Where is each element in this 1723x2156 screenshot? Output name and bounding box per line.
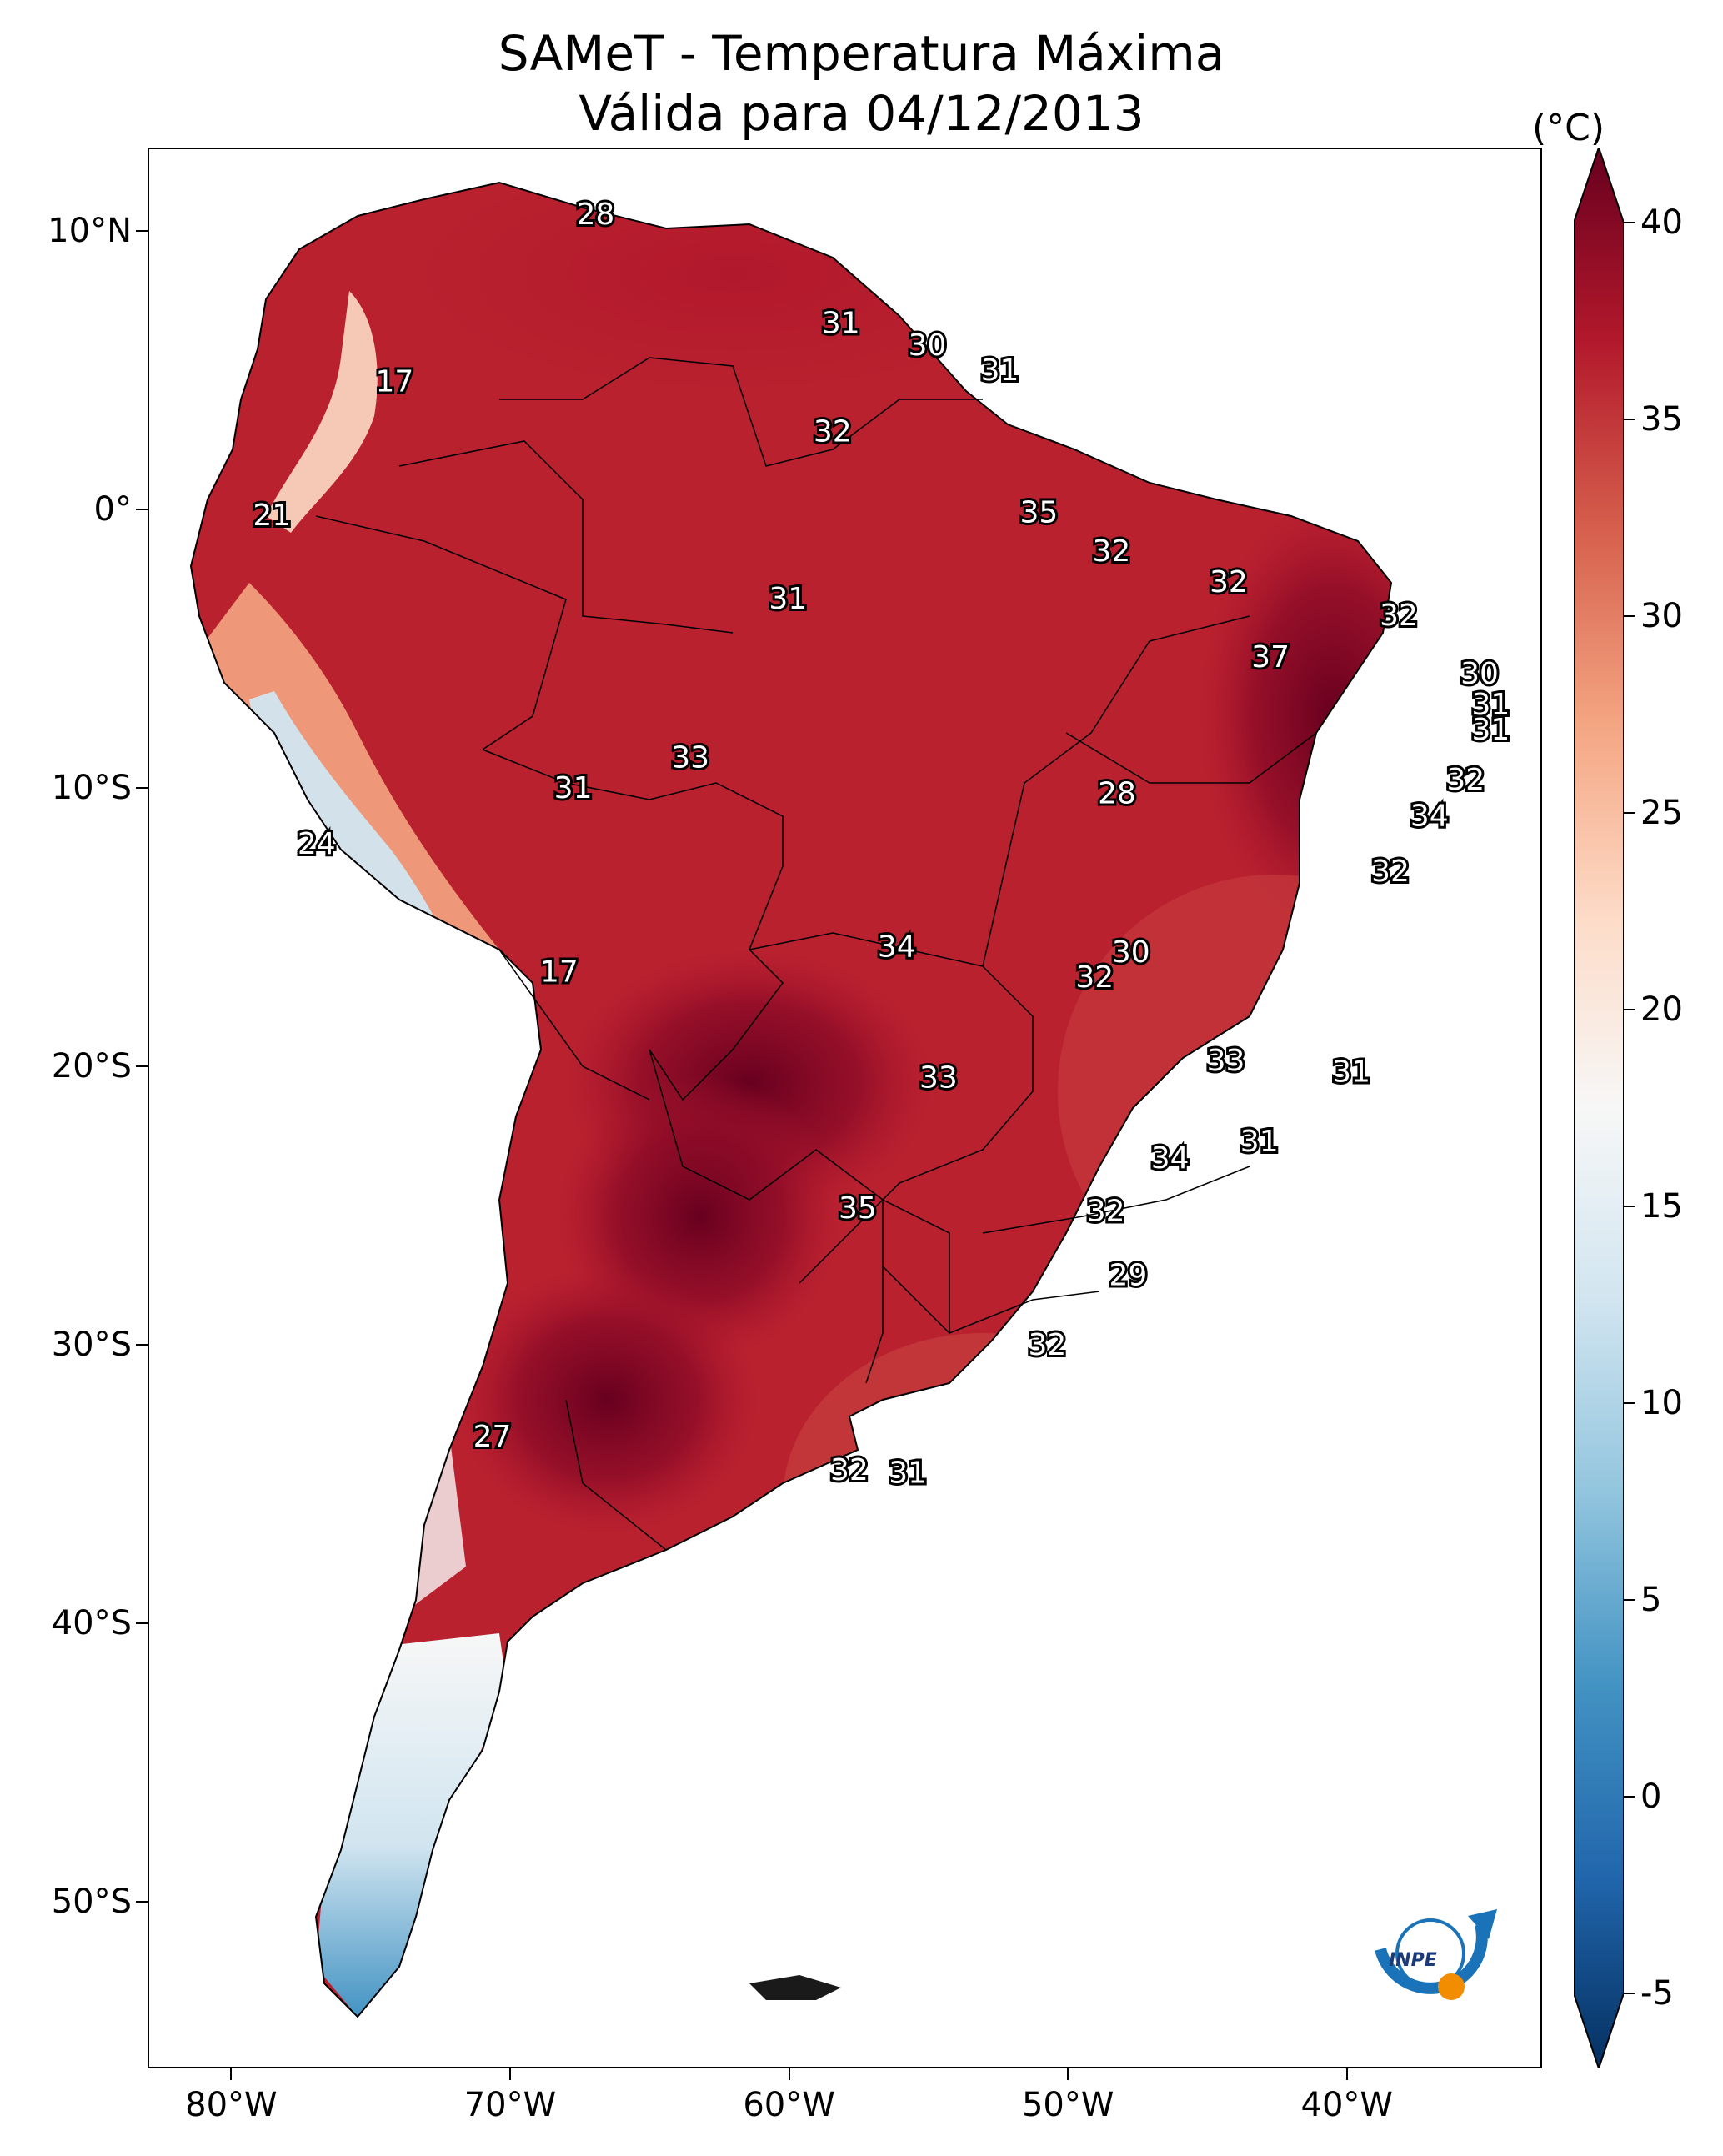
- colorbar-tick-label: 35: [1640, 400, 1683, 439]
- y-tick-mark: [136, 787, 148, 789]
- temperature-label: 32: [1446, 763, 1485, 797]
- colorbar-tick-mark: [1624, 812, 1635, 814]
- x-tick-label: 60°W: [743, 2086, 835, 2124]
- coastline: [189, 181, 1393, 2018]
- colorbar-tick-mark: [1624, 1993, 1635, 1994]
- temperature-label: 30: [909, 328, 947, 363]
- temperature-label: 33: [671, 740, 709, 775]
- temperature-label: 31: [1472, 688, 1510, 722]
- temperature-label: 33: [919, 1060, 958, 1095]
- y-tick-label: 40°S: [51, 1603, 132, 1642]
- temperature-label: 30: [1460, 657, 1499, 691]
- temperature-label: 32: [1210, 565, 1248, 599]
- colorbar-tick-label: 30: [1640, 597, 1683, 635]
- temperature-label: 32: [1075, 960, 1114, 995]
- y-tick-mark: [136, 1900, 148, 1903]
- y-tick-mark: [136, 1622, 148, 1624]
- temperature-label: 32: [1380, 599, 1418, 633]
- falkland-islands: [749, 1975, 841, 2000]
- y-tick-label: 30°S: [51, 1325, 132, 1364]
- temperature-label: 31: [554, 771, 593, 805]
- colorbar-tick-mark: [1624, 419, 1635, 420]
- temperature-label: 32: [1087, 1195, 1125, 1229]
- temperature-label: 31: [769, 582, 807, 616]
- logo-text: INPE: [1389, 1950, 1437, 1971]
- temperature-label: 31: [889, 1456, 927, 1490]
- colorbar-tick-label: 40: [1640, 203, 1683, 242]
- y-tick-label: 0°: [93, 490, 132, 529]
- temperature-label: 30: [1112, 935, 1150, 970]
- y-tick-mark: [136, 509, 148, 511]
- temperature-label: 35: [839, 1191, 877, 1226]
- colorbar-tick-mark: [1624, 1402, 1635, 1404]
- colorbar-tick-mark: [1624, 1599, 1635, 1601]
- map-title: SAMeT - Temperatura Máxima Válida para 0…: [498, 25, 1225, 142]
- temperature-label: 32: [830, 1453, 869, 1487]
- x-tick-mark: [1345, 2068, 1348, 2080]
- colorbar-tick-label: 15: [1640, 1187, 1683, 1226]
- y-tick-label: 20°S: [51, 1046, 132, 1086]
- x-tick-label: 70°W: [463, 2086, 557, 2124]
- temperature-label: 17: [376, 364, 414, 399]
- colorbar-tick-mark: [1624, 222, 1635, 223]
- y-tick-label: 10°S: [51, 769, 132, 807]
- temperature-label: 33: [1207, 1044, 1245, 1078]
- y-tick-label: 50°S: [51, 1882, 132, 1921]
- temperature-label: 31: [981, 353, 1019, 388]
- x-tick-mark: [508, 2068, 511, 2080]
- colorbar-tick-mark: [1624, 1009, 1635, 1010]
- temperature-label: 32: [1092, 534, 1130, 569]
- temperature-label: 31: [1472, 713, 1510, 747]
- y-tick-mark: [136, 1065, 148, 1067]
- x-tick-label: 40°W: [1300, 2086, 1393, 2124]
- colorbar-tick-label: 10: [1640, 1384, 1683, 1422]
- temperature-label: 31: [1240, 1125, 1279, 1159]
- colorbar-tick-label: 20: [1640, 990, 1683, 1029]
- temperature-label: 32: [814, 415, 852, 449]
- colorbar-ramp: [1574, 148, 1624, 2068]
- temperature-label: 34: [1151, 1141, 1190, 1176]
- y-tick-mark: [136, 230, 148, 233]
- temperature-label: 24: [298, 827, 336, 861]
- colorbar-tick-label: 25: [1640, 794, 1683, 832]
- temperature-label: 28: [576, 198, 614, 232]
- temperature-label: 28: [1098, 777, 1136, 811]
- temperature-label: 34: [1410, 799, 1449, 833]
- colorbar-tick-label: 5: [1640, 1581, 1662, 1619]
- colorbar-tick-label: -5: [1640, 1974, 1674, 2013]
- y-tick-label: 10°N: [48, 212, 132, 251]
- colorbar-tick-label: 0: [1640, 1777, 1662, 1816]
- temperature-label: 35: [1019, 495, 1058, 529]
- temperature-label: 32: [1371, 855, 1410, 889]
- temperature-label: 31: [1332, 1055, 1370, 1090]
- temperature-label: 27: [473, 1420, 512, 1454]
- temperature-label: 17: [540, 955, 579, 989]
- colorbar-tick-mark: [1624, 1206, 1635, 1207]
- x-tick-mark: [788, 2068, 790, 2080]
- colorbar-tick-mark: [1624, 1796, 1635, 1798]
- temperature-label: 37: [1251, 640, 1290, 674]
- x-tick-label: 80°W: [185, 2086, 278, 2124]
- country-borders: [315, 357, 1317, 1551]
- temperature-label: 21: [253, 499, 291, 533]
- temperature-label: 31: [822, 306, 860, 340]
- x-tick-label: 50°W: [1021, 2086, 1114, 2124]
- temperature-label: 29: [1109, 1258, 1148, 1292]
- temperature-label: 32: [1029, 1328, 1067, 1362]
- colorbar-tick-mark: [1624, 615, 1635, 617]
- temperature-label: 34: [878, 930, 916, 964]
- colorbar-unit: (°C): [1532, 107, 1605, 149]
- map-panel: 28 17 31 30 31 32 21 35 32 31 32 32 37 30 31 31 33 31 28 32…: [148, 148, 1542, 2068]
- y-tick-mark: [136, 1343, 148, 1346]
- inpe-logo: INPE: [1375, 1909, 1497, 2000]
- x-tick-mark: [230, 2068, 233, 2080]
- x-tick-mark: [1067, 2068, 1069, 2080]
